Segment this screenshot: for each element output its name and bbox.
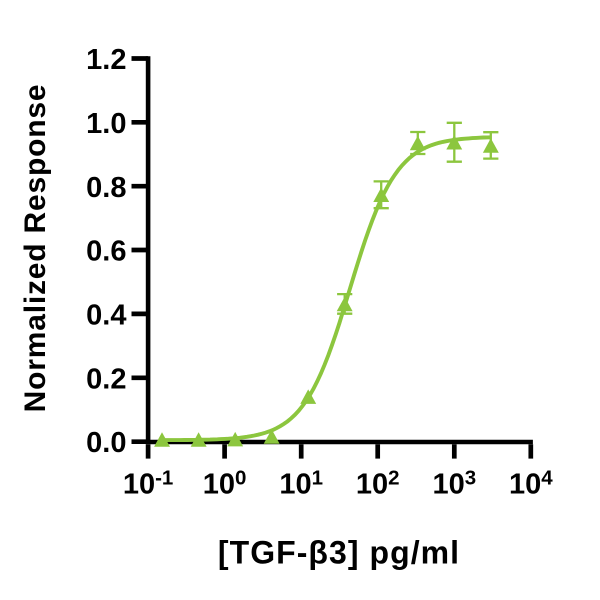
svg-text:1.2: 1.2 (86, 44, 126, 76)
svg-text:0.0: 0.0 (86, 427, 126, 459)
svg-text:0.8: 0.8 (86, 172, 126, 204)
svg-text:Normalized Response: Normalized Response (19, 84, 52, 413)
svg-text:0.6: 0.6 (86, 236, 126, 268)
svg-text:[TGF-β3] pg/ml: [TGF-β3] pg/ml (218, 534, 460, 570)
svg-text:1.0: 1.0 (86, 108, 126, 140)
svg-text:0.2: 0.2 (86, 363, 126, 395)
svg-text:0.4: 0.4 (86, 299, 126, 331)
